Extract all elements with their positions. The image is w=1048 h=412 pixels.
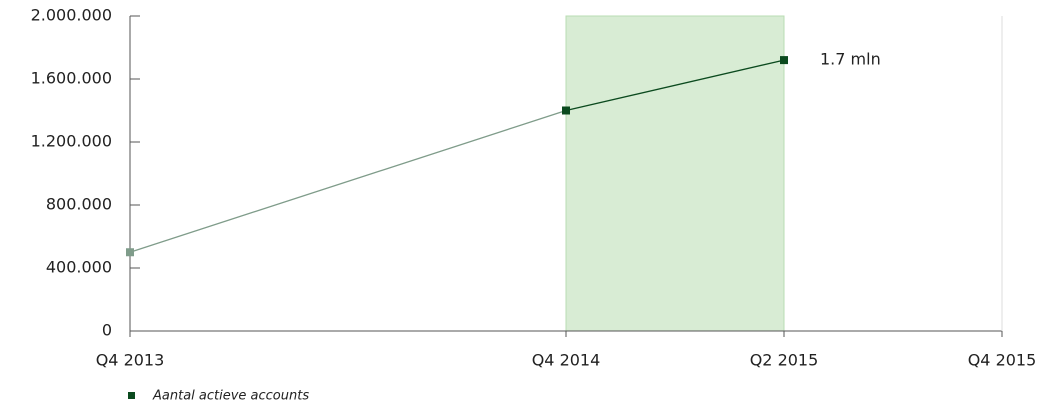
x-tick-label: Q2 2015 — [750, 351, 819, 370]
y-tick-label: 0 — [102, 321, 112, 340]
y-tick-label: 800.000 — [46, 195, 112, 214]
x-tick-label: Q4 2014 — [532, 351, 601, 370]
highlight-band — [565, 15, 785, 332]
legend-swatch — [128, 392, 135, 399]
y-tick-label: 1.200.000 — [31, 132, 112, 151]
x-tick-label: Q4 2013 — [96, 351, 165, 370]
x-tick-label: Q4 2015 — [968, 351, 1037, 370]
y-tick-label: 400.000 — [46, 258, 112, 277]
y-tick-label: 2.000.000 — [31, 6, 112, 25]
data-point — [780, 56, 788, 65]
data-label: 1.7 mln — [820, 50, 881, 69]
legend-label: Aantal actieve accounts — [152, 389, 309, 404]
line-segment — [129, 109, 567, 253]
y-tick-label: 1.600.000 — [31, 69, 112, 88]
line-segment — [565, 59, 785, 112]
data-point — [562, 106, 570, 115]
data-point — [126, 248, 134, 257]
